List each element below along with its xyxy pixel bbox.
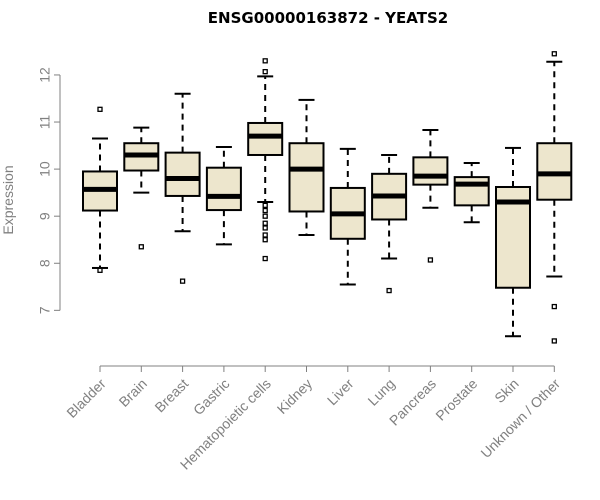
y-tick-label: 9 (37, 212, 53, 220)
iqr-box (453, 176, 490, 207)
outlier-point (97, 106, 103, 112)
y-tick-label: 12 (37, 67, 53, 83)
outlier-point (262, 202, 268, 209)
outlier-point (427, 257, 434, 263)
outlier-point (138, 244, 144, 250)
box-lung (371, 153, 408, 294)
box-liver (329, 147, 366, 286)
category-label: Skin (491, 375, 522, 406)
outlier-point (262, 58, 268, 64)
iqr-box (164, 151, 201, 197)
y-tick-label: 11 (37, 115, 53, 130)
outlier-point (179, 278, 186, 284)
y-tick-label: 7 (37, 306, 53, 314)
category-label: Bladder (63, 375, 109, 421)
category-label: Brain (116, 375, 150, 409)
box-unknown-other (536, 51, 573, 344)
y-tick-label: 8 (37, 259, 53, 267)
category-label: Kidney (274, 375, 316, 417)
y-axis: 7 8 9 10 11 12 (37, 67, 61, 314)
box-pancreas (412, 129, 449, 263)
outlier-point (262, 220, 268, 226)
box-kidney (288, 98, 325, 237)
outlier-point (262, 69, 268, 75)
outlier-point (386, 287, 392, 294)
box-brain (123, 126, 160, 250)
box-prostate (453, 161, 490, 224)
outlier-point (551, 51, 557, 57)
outlier-point (97, 267, 103, 273)
box-breast (164, 92, 201, 284)
box-gastric (205, 145, 242, 246)
iqr-box (288, 142, 325, 213)
category-label: Liver (324, 375, 357, 408)
box-bladder (82, 106, 118, 273)
outlier-point (262, 237, 268, 243)
outlier-point (262, 225, 268, 231)
chart-title: ENSG00000163872 - YEATS2 (208, 9, 448, 27)
iqr-box (412, 156, 449, 186)
box-hematopoietic-cells (247, 58, 284, 262)
box-skin (495, 146, 531, 338)
y-axis-label: Expression (0, 165, 16, 234)
outlier-point (551, 303, 557, 310)
outlier-point (262, 232, 268, 238)
iqr-box (247, 121, 284, 156)
outlier-point (262, 213, 268, 219)
y-tick-label: 10 (37, 161, 53, 177)
category-label: Breast (151, 375, 191, 415)
outlier-point (262, 255, 268, 262)
outlier-point (262, 207, 268, 214)
category-label: Prostate (432, 375, 480, 423)
box-series (82, 51, 573, 344)
outlier-point (551, 338, 557, 344)
category-label: Lung (364, 375, 397, 408)
iqr-box (205, 166, 242, 212)
